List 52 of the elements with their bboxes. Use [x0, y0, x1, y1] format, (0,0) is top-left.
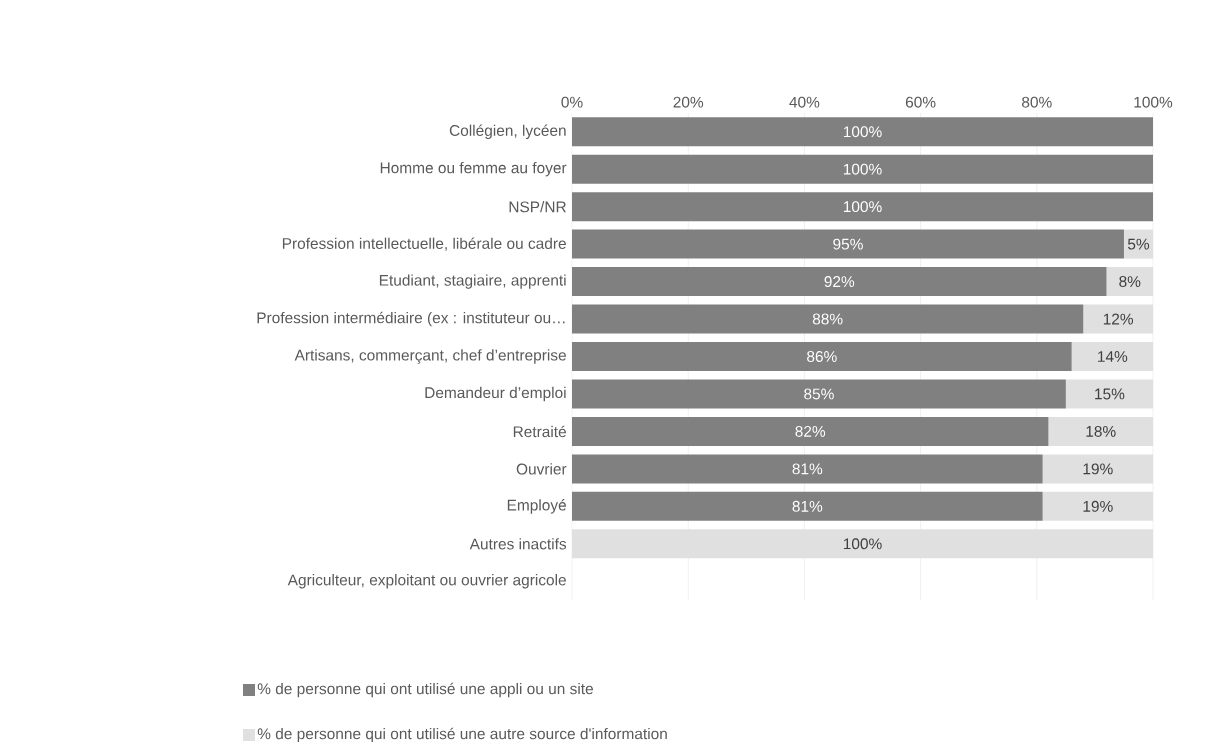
- data-label: 19%: [1083, 500, 1113, 512]
- data-label: 100%: [843, 201, 882, 212]
- data-label: 86%: [807, 350, 837, 362]
- data-label: 81%: [792, 500, 823, 512]
- y-tick-label: Autres inactifs: [469, 538, 567, 550]
- data-label: 92%: [824, 275, 855, 287]
- y-tick-label: Collégien, lycéen: [449, 124, 566, 139]
- y-tick-label: Profession intermédiaire (ex : instituteur ou…: [257, 311, 565, 327]
- bar: [572, 416, 1049, 446]
- bar: [572, 491, 1043, 521]
- data-label: 100%: [843, 126, 882, 138]
- x-tick-label: 100%: [1134, 96, 1173, 108]
- y-tick-label: NSP/NR: [509, 200, 566, 213]
- bar: [572, 454, 1043, 484]
- legend-label: % de personne qui ont utilisé une appli ou un site: [257, 682, 593, 698]
- data-label: 19%: [1083, 463, 1113, 475]
- x-tick-label: 60%: [905, 96, 936, 108]
- bar: [572, 154, 1154, 184]
- data-label: 82%: [795, 425, 826, 437]
- y-tick-label: Agriculteur, exploitant ou ouvrier agricole: [287, 573, 566, 589]
- data-label: 15%: [1095, 388, 1125, 400]
- x-tick-label: 40%: [789, 96, 820, 108]
- bar: [572, 266, 1107, 296]
- legend-label: % de personne qui ont utilisé une autre source d'information: [257, 727, 667, 742]
- data-label: 100%: [843, 163, 882, 175]
- data-label: 8%: [1119, 275, 1141, 287]
- data-label: 85%: [804, 388, 834, 400]
- data-label: 12%: [1103, 313, 1134, 325]
- y-tick-label: Retraité: [513, 425, 566, 438]
- y-tick-label: Homme ou femme au foyer: [380, 161, 567, 177]
- data-label: 88%: [812, 313, 843, 325]
- data-label: 14%: [1098, 350, 1128, 362]
- bar: [572, 341, 1072, 371]
- data-label: 5%: [1127, 238, 1150, 250]
- y-tick-label: Employé: [507, 498, 566, 514]
- bar: [572, 229, 1124, 259]
- bar: [572, 117, 1154, 147]
- x-tick-label: 80%: [1022, 96, 1052, 108]
- bar: [572, 304, 1084, 334]
- data-label: 18%: [1086, 425, 1116, 437]
- y-tick-label: Profession intellectuelle, libérale ou cadre: [282, 237, 566, 251]
- data-label: 100%: [843, 538, 882, 550]
- y-tick-label: Demandeur d’emploi: [425, 386, 566, 402]
- x-tick-label: 0%: [561, 96, 583, 108]
- data-label: 81%: [792, 463, 823, 475]
- bar: [572, 379, 1066, 409]
- data-label: 95%: [833, 238, 863, 250]
- x-tick-label: 20%: [673, 96, 704, 108]
- y-tick-label: Etudiant, stagiaire, apprenti: [379, 274, 566, 289]
- bar: [572, 192, 1154, 222]
- y-tick-label: Artisans, commerçant, chef d’entreprise: [294, 349, 566, 364]
- y-tick-label: Ouvrier: [516, 463, 567, 475]
